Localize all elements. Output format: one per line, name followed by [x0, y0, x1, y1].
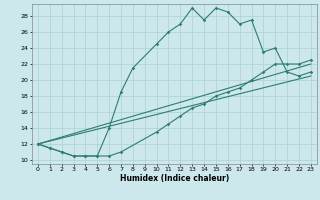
X-axis label: Humidex (Indice chaleur): Humidex (Indice chaleur) [120, 174, 229, 183]
